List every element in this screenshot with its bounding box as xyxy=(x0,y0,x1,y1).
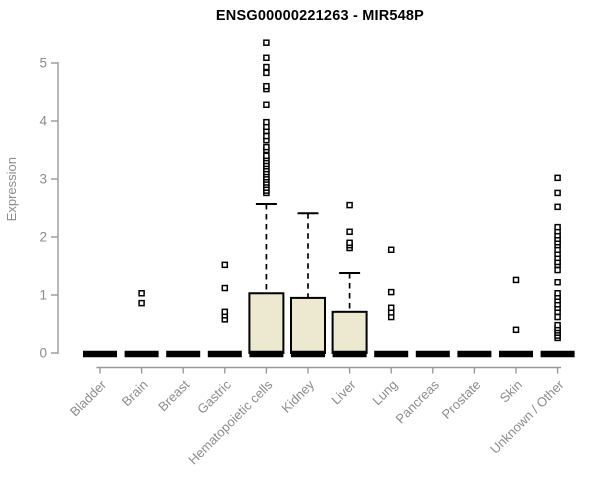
box-Hematopoietic cells xyxy=(248,292,285,355)
outlier-marker xyxy=(221,284,229,292)
outlier-marker xyxy=(263,132,270,140)
x-axis-label: Skin xyxy=(497,377,525,405)
outlier-marker xyxy=(554,203,561,211)
x-axis-label: Brain xyxy=(119,377,151,409)
median-bar xyxy=(415,350,450,358)
outlier-marker xyxy=(554,321,561,329)
outlier-marker xyxy=(554,189,561,197)
outlier-marker xyxy=(512,276,520,284)
y-axis-tick-label: 4 xyxy=(39,114,47,129)
x-axis-label: Liver xyxy=(328,377,359,408)
outlier-marker xyxy=(263,101,270,109)
outlier-marker xyxy=(263,152,270,160)
y-axis-tick-label: 0 xyxy=(39,346,47,361)
outlier-marker xyxy=(263,69,270,77)
outlier-marker xyxy=(221,308,229,316)
y-axis-tick-label: 3 xyxy=(39,172,47,187)
median-bar xyxy=(332,350,367,358)
outlier-marker xyxy=(554,278,561,286)
chart-title: ENSG00000221263 - MIR548P xyxy=(215,8,425,24)
outlier-marker xyxy=(554,290,561,297)
median-bar xyxy=(124,350,159,358)
median-bar xyxy=(83,350,117,358)
median-bar xyxy=(249,350,284,358)
median-bar xyxy=(499,350,533,358)
outlier-marker xyxy=(554,223,561,231)
x-axis-label: Prostate xyxy=(439,377,484,422)
outlier-marker xyxy=(554,313,561,321)
outlier-marker xyxy=(387,246,395,254)
median-bar xyxy=(207,350,242,358)
outlier-marker xyxy=(263,54,270,62)
outlier-marker xyxy=(263,82,270,90)
y-axis-tick-label: 5 xyxy=(39,56,47,71)
outlier-marker xyxy=(346,239,353,247)
median-bar xyxy=(291,350,325,358)
box-Liver xyxy=(331,310,368,355)
median-bar xyxy=(540,350,575,358)
outlier-marker xyxy=(221,261,229,269)
outlier-marker xyxy=(554,266,561,274)
outlier-marker xyxy=(263,118,270,126)
median-bar xyxy=(374,350,409,358)
x-axis-label: Pancreas xyxy=(392,377,442,427)
y-axis-tick-label: 1 xyxy=(39,288,47,303)
x-axis-label: Breast xyxy=(155,377,192,414)
x-axis-label: Kidney xyxy=(278,377,317,416)
outlier-marker xyxy=(346,228,353,236)
outlier-marker xyxy=(554,174,561,182)
x-axis-label: Unknown / Other xyxy=(487,377,567,457)
outlier-marker xyxy=(512,326,520,334)
outlier-marker xyxy=(263,63,270,71)
x-axis-label: Bladder xyxy=(67,377,110,420)
median-bar xyxy=(166,350,201,358)
outlier-marker xyxy=(138,299,145,307)
outlier-marker xyxy=(263,39,270,46)
outlier-marker xyxy=(138,290,145,297)
y-axis-tick-label: 2 xyxy=(39,230,47,245)
outlier-marker xyxy=(346,201,353,209)
median-bar xyxy=(457,350,492,358)
outlier-marker xyxy=(263,143,270,151)
outlier-marker xyxy=(387,304,395,312)
x-axis-label: Lung xyxy=(369,377,400,408)
outlier-marker xyxy=(387,288,395,296)
box-Kidney xyxy=(290,296,326,354)
x-axis-label: Gastric xyxy=(194,377,234,417)
